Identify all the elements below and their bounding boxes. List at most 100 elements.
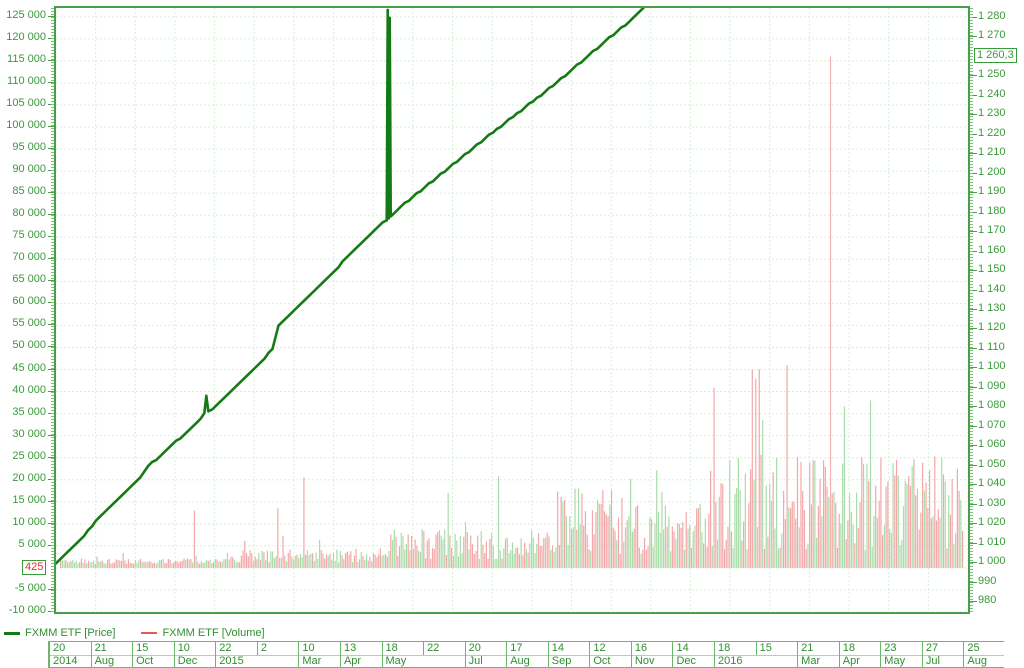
right-axis-tick-label: 1 180 [978,206,1006,217]
volume-bar [215,559,216,568]
plot-area[interactable] [54,6,970,614]
legend-item-volume[interactable]: FXMM ETF [Volume] [141,627,264,639]
volume-bar [773,472,774,568]
volume-bar [771,501,772,568]
volume-bar [256,559,257,568]
volume-bar [197,562,198,568]
right-axis-tick-label: 1 000 [978,556,1006,567]
volume-bar [223,559,224,568]
volume-bar [640,554,641,568]
volume-bar [576,530,577,568]
volume-bar [481,531,482,568]
right-axis-tick [970,465,977,466]
volume-bar [675,539,676,568]
right-axis-minor-tick [970,23,973,24]
volume-bar [505,539,506,568]
volume-bar [230,557,231,568]
volume-bar [77,564,78,568]
volume-bar [475,551,476,568]
right-axis-minor-tick [970,341,973,342]
volume-bar [460,536,461,568]
volume-bar [390,535,391,568]
volume-bar [780,548,781,568]
volume-bar [873,516,874,568]
right-axis-minor-tick [970,575,973,576]
right-axis-minor-tick [970,92,973,93]
right-axis-tick-label: 1 060 [978,439,1006,450]
volume-bar [948,495,949,568]
right-axis-minor-tick [970,173,973,174]
volume-bar [453,556,454,568]
volume-bar [444,530,445,568]
volume-bar [131,563,132,568]
right-axis-minor-tick [970,260,973,261]
right-axis-minor-tick [970,344,973,345]
volume-bar [627,520,628,568]
volume-bar [816,538,817,568]
date-axis-day-cell: 23 [880,642,922,655]
volume-bar [352,562,353,568]
volume-bar [788,507,789,568]
right-axis-minor-tick [970,506,973,507]
volume-bar [884,525,885,568]
volume-bar [814,461,815,568]
volume-bar [661,492,662,568]
volume-bar [479,559,480,568]
volume-bar [670,551,671,568]
volume-bar [236,562,237,568]
volume-bar [432,548,433,568]
volume-bar [262,551,263,568]
volume-bar [656,470,657,568]
volume-bar [625,528,626,568]
left-axis-tick-label: 25 000 [12,451,46,462]
right-axis-minor-tick [970,539,973,540]
volume-bar [950,515,951,568]
right-axis-minor-tick [970,377,973,378]
volume-bar [135,560,136,568]
volume-bar [307,550,308,568]
right-axis-minor-tick [970,542,973,543]
date-axis[interactable]: 2021151022210131822201714121614181521182… [48,641,1004,668]
volume-bar [924,491,925,568]
volume-bar [425,558,426,568]
right-axis-minor-tick [970,374,973,375]
right-axis-minor-tick [970,257,973,258]
right-axis-tick-label: 1 230 [978,108,1006,119]
volume-bar [321,550,322,568]
volume-bar [851,512,852,568]
left-axis-tick-label: 120 000 [6,32,46,43]
right-axis-minor-tick [970,578,973,579]
volume-bar [213,562,214,568]
volume-bar [769,484,770,568]
volume-bar [899,545,900,568]
volume-bar [578,489,579,568]
volume-bar [190,559,191,568]
right-axis-minor-tick [970,569,973,570]
right-axis-minor-tick [970,44,973,45]
volume-bar [792,502,793,568]
volume-bar [846,539,847,568]
right-axis-minor-tick [970,308,973,309]
right-axis-minor-tick [970,449,973,450]
legend-item-price[interactable]: FXMM ETF [Price] [4,627,115,639]
volume-bar [242,550,243,568]
volume-bar [361,552,362,568]
volume-bar [557,491,558,567]
volume-bar [705,519,706,568]
volume-bar [359,559,360,568]
right-axis-minor-tick [970,203,973,204]
right-axis-tick-label: 1 010 [978,537,1006,548]
right-axis-minor-tick [970,437,973,438]
date-axis-day-cell: 14 [672,642,714,655]
right-axis-tick-label: 1 050 [978,459,1006,470]
volume-bar [467,532,468,568]
volume-bar [663,529,664,568]
right-axis-minor-tick [970,461,973,462]
date-axis-month-cell: 2016 [714,655,756,668]
volume-bar [674,531,675,567]
right-axis-minor-tick [970,476,973,477]
volume-bar [607,516,608,568]
right-axis-minor-tick [970,239,973,240]
right-axis-minor-tick [970,8,973,9]
right-axis-minor-tick [970,557,973,558]
